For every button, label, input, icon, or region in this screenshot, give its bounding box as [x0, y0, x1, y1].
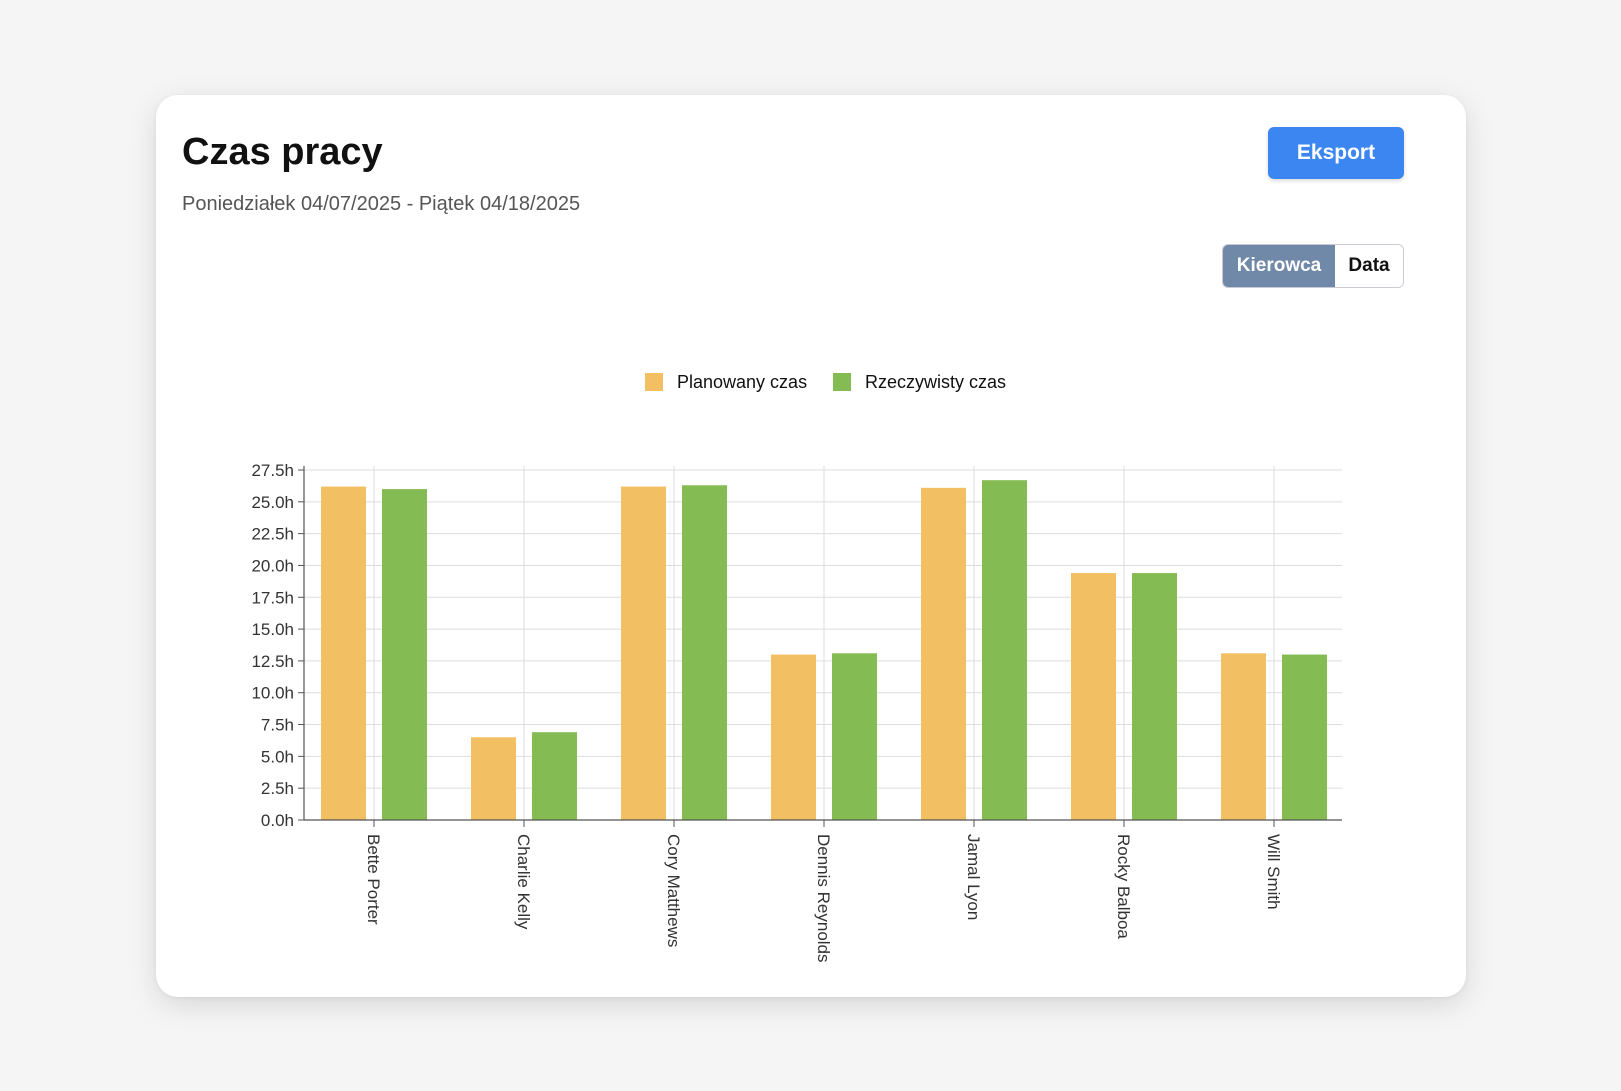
bar-actual	[832, 653, 877, 820]
y-tick-label: 0.0h	[261, 811, 294, 830]
x-tick-label: Jamal Lyon	[964, 834, 983, 920]
x-tick-label: Rocky Balboa	[1114, 834, 1133, 939]
view-toggle: Kierowca Data	[1222, 244, 1404, 288]
y-tick-label: 27.5h	[251, 461, 294, 480]
bar-planned	[471, 737, 516, 820]
y-tick-label: 2.5h	[261, 779, 294, 798]
date-range: Poniedziałek 04/07/2025 - Piątek 04/18/2…	[182, 193, 581, 215]
legend-actual-swatch	[833, 373, 851, 391]
x-tick-label: Will Smith	[1264, 834, 1283, 910]
legend-planned-label: Planowany czas	[677, 372, 807, 392]
bar-planned	[1071, 573, 1116, 820]
bar-planned	[1221, 653, 1266, 820]
x-tick-label: Dennis Reynolds	[814, 834, 833, 963]
y-tick-label: 15.0h	[251, 620, 294, 639]
legend-actual-label: Rzeczywisty czas	[865, 372, 1006, 392]
page-title: Czas pracy	[182, 131, 383, 173]
y-tick-label: 25.0h	[251, 493, 294, 512]
bar-planned	[621, 486, 666, 820]
legend-planned-swatch	[645, 373, 663, 391]
bar-planned	[321, 486, 366, 820]
bar-planned	[921, 487, 966, 820]
y-tick-label: 10.0h	[251, 684, 294, 703]
toggle-driver[interactable]: Kierowca	[1223, 245, 1335, 287]
bar-planned	[771, 654, 816, 820]
y-tick-label: 12.5h	[251, 652, 294, 671]
bar-actual	[532, 732, 577, 820]
bar-chart: 0.0h 2.5h 5.0h 7.5h 10.0h 12.5h 15.0h 17.5h 20.0…	[251, 372, 1342, 963]
toggle-date[interactable]: Data	[1335, 245, 1403, 287]
x-tick-label: Cory Matthews	[664, 834, 683, 947]
bar-actual	[382, 489, 427, 820]
bar-actual	[1132, 573, 1177, 820]
y-tick-label: 5.0h	[261, 747, 294, 766]
y-tick-label: 17.5h	[251, 588, 294, 607]
work-time-card: Czas pracy Poniedziałek 04/07/2025 - Pią…	[156, 95, 1466, 997]
export-button[interactable]: Eksport	[1268, 127, 1404, 179]
y-tick-label: 20.0h	[251, 556, 294, 575]
y-tick-label: 7.5h	[261, 716, 294, 735]
x-tick-label: Charlie Kelly	[514, 834, 533, 930]
x-tick-label: Bette Porter	[364, 834, 383, 925]
y-tick-label: 22.5h	[251, 525, 294, 544]
bar-actual	[1282, 654, 1327, 820]
bar-actual	[682, 485, 727, 820]
bar-actual	[982, 480, 1027, 820]
